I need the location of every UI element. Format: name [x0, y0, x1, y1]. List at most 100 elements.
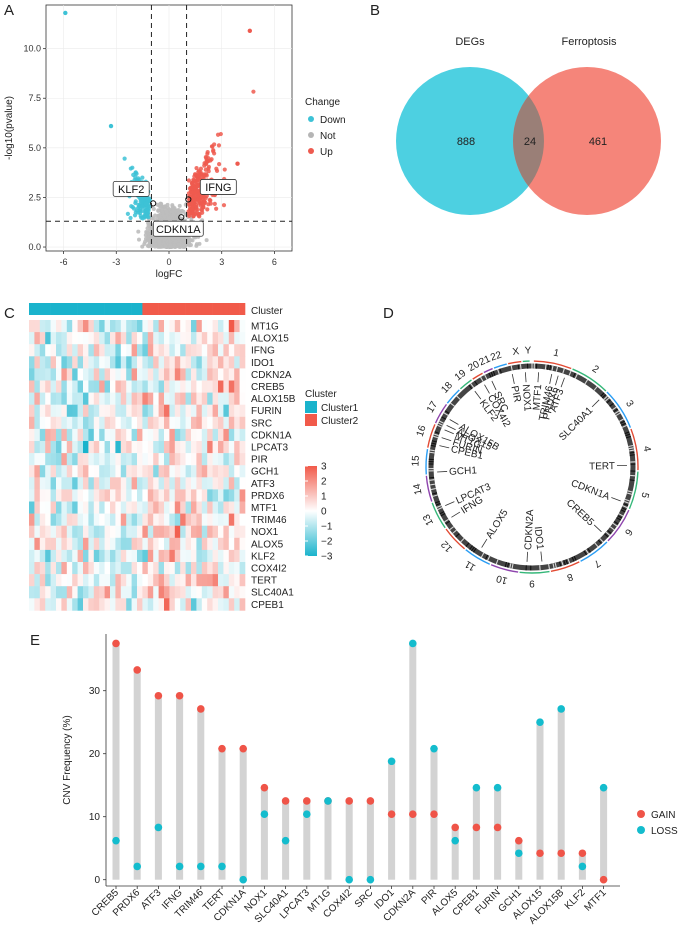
heatmap-cell [104, 574, 111, 587]
heatmap-cell [120, 356, 127, 369]
heatmap-cell [218, 356, 224, 369]
heatmap-cell [164, 356, 170, 369]
heatmap-cell [115, 344, 122, 357]
heatmap-cell [239, 598, 246, 611]
heatmap-cell [191, 453, 197, 466]
heatmap-cell [234, 441, 240, 454]
heatmap-cell [93, 477, 100, 490]
heatmap-cell [99, 416, 105, 430]
heatmap-cell [56, 501, 62, 514]
heatmap-cell [191, 428, 197, 442]
volcano-point-not [156, 208, 161, 213]
volcano-point-not [136, 237, 141, 242]
circos-chromosome-label: X [512, 346, 520, 358]
heatmap-cell [104, 549, 111, 563]
heatmap-cell [158, 525, 165, 539]
heatmap-cell [66, 428, 73, 442]
circos-band [629, 451, 635, 454]
heatmap-cell [180, 586, 186, 599]
circos-band [626, 492, 632, 495]
heatmap-cell [158, 404, 165, 418]
cnv-loss-dot [218, 862, 226, 871]
heatmap-cell [191, 392, 197, 405]
heatmap-cell [120, 428, 127, 442]
circos-band [506, 562, 510, 568]
heatmap-cell [115, 404, 122, 418]
cnv-loss-dot [366, 875, 375, 884]
circos-band [485, 554, 489, 560]
heatmap-cell [239, 392, 246, 405]
heatmap-cell [212, 416, 219, 430]
heatmap-cell [174, 562, 181, 575]
heatmap-cell [158, 598, 165, 611]
heatmap-cell [88, 332, 95, 345]
heatmap-cell [207, 380, 213, 393]
heatmap-cell [83, 404, 89, 418]
cnv-loss-dot [599, 783, 608, 792]
heatmap-cell [164, 453, 170, 466]
heatmap-cell [34, 344, 41, 357]
heatmap-cell [66, 586, 73, 599]
heatmap-cell [142, 320, 149, 333]
circos-gene-label: TERT [589, 461, 615, 472]
heatmap-cell [180, 562, 186, 575]
volcano-point-up [201, 205, 206, 210]
heatmap-cell [126, 380, 132, 393]
cnv-bar [345, 800, 353, 880]
heatmap-cell [201, 574, 208, 587]
heatmap-cell [115, 562, 122, 575]
heatmap-cell [29, 586, 35, 599]
circos-chromosome-arc [580, 541, 608, 562]
venn-count-intersection: 24 [524, 136, 536, 148]
cnv-loss-dot [112, 836, 120, 845]
circos-chromosome-label: 13 [421, 512, 436, 527]
heatmap-cell [174, 320, 181, 333]
heatmap-cell [34, 380, 41, 393]
heatmap-cell [191, 404, 197, 418]
cnv-gain-dot [387, 810, 396, 818]
heatmap-cell [126, 549, 132, 563]
volcano-point-up [207, 197, 212, 203]
heatmap-cell [126, 320, 132, 333]
circos-chromosome-arc [490, 564, 519, 573]
volcano-point-up [206, 169, 211, 174]
heatmap-cell [223, 465, 230, 478]
heatmap-cell [234, 489, 240, 502]
heatmap-cell [223, 598, 230, 611]
circos-band [625, 433, 631, 437]
volcano-point-not [181, 209, 186, 214]
heatmap-cell [158, 320, 165, 333]
heatmap-cell [66, 537, 73, 551]
circos-band [499, 368, 502, 374]
heatmap-cell [174, 441, 181, 454]
heatmap-cell [29, 489, 35, 502]
heatmap-cell [201, 489, 208, 502]
heatmap-cell [45, 537, 51, 551]
volcano-gene-labels: KLF2 IFNG CDKN1A [112, 179, 237, 237]
heatmap-row-label: ATF3 [251, 479, 275, 490]
circos-gene-label: MTF1 [531, 383, 544, 410]
cnv-gain-dot [218, 744, 226, 753]
circos-band [547, 364, 549, 370]
heatmap-cell [61, 549, 68, 563]
circos-band [437, 424, 443, 428]
heatmap-cell [169, 477, 176, 490]
heatmap-cell [147, 586, 154, 599]
volcano-point-down [146, 208, 151, 213]
volcano-point-up [193, 185, 198, 191]
heatmap-cell [83, 368, 89, 381]
circos-gene-tick [441, 437, 452, 442]
heatmap-cell [185, 513, 192, 526]
heatmap-cell [147, 320, 154, 333]
cnv-bar [303, 800, 311, 880]
heatmap-cell [158, 428, 165, 442]
heatmap-cell [201, 598, 208, 611]
heatmap-cell [126, 574, 132, 587]
circos-gene-label: CDKN1A [569, 478, 611, 503]
heatmap-cell [50, 356, 57, 369]
volcano-x-tick-label: 6 [272, 257, 277, 267]
circos-band [445, 520, 451, 525]
heatmap-cell [77, 489, 84, 502]
heatmap-cell [228, 332, 235, 345]
heatmap-cell [34, 489, 41, 502]
